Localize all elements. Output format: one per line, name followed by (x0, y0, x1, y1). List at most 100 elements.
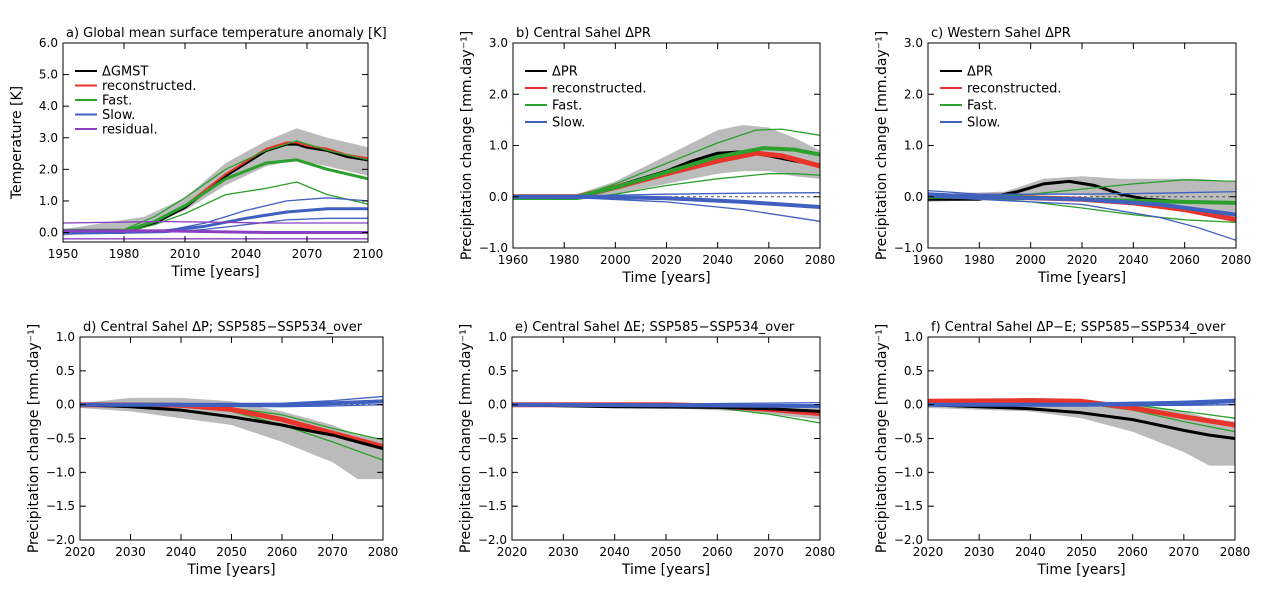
series-line-slow (80, 404, 383, 408)
x-tick-label: 1960 (498, 253, 529, 267)
y-tick-label: 3.0 (489, 36, 508, 50)
spread-band (928, 176, 1236, 220)
series-line-slow (928, 398, 1235, 405)
legend-label: reconstructed. (102, 79, 196, 94)
series-line-slow (80, 399, 383, 407)
y-tick-label: 1.0 (488, 330, 507, 344)
x-tick-label: 2050 (216, 545, 247, 559)
x-tick-label: 2070 (1169, 545, 1200, 559)
plot-frame (62, 42, 369, 243)
x-tick-label: 2100 (353, 247, 384, 261)
legend-label: Fast. (552, 99, 582, 114)
y-tick-label: 0.0 (489, 190, 508, 204)
plot-area (513, 125, 820, 222)
x-tick-label: 2070 (753, 545, 784, 559)
x-tick-label: 1950 (48, 247, 79, 261)
series-line-slow (512, 402, 820, 408)
y-tick-label: 6.0 (39, 36, 58, 50)
panel-title: b) Central Sahel ΔPR (516, 26, 651, 41)
legend-label: Slow. (967, 116, 1000, 131)
x-axis-label: Time [years] (1037, 270, 1126, 286)
x-tick-label: 1960 (913, 253, 944, 267)
x-tick-label: 2030 (548, 545, 579, 559)
panel-d: 2020 2030 2040 2050 2060 2070 2080 −2.0 −1.5 −1.0… (26, 320, 398, 578)
y-tick-label: −2.0 (46, 533, 75, 547)
y-tick-label: −0.5 (894, 432, 923, 446)
y-axis-label: Precipitation change [mm.day⁻¹] (26, 324, 42, 553)
series-line-slow (512, 401, 820, 405)
legend-label: Fast. (967, 99, 997, 114)
legend-label: ΔPR (967, 65, 993, 80)
legend: ΔPR reconstructed. Fast. Slow. (940, 65, 1061, 131)
x-tick-label: 2000 (1015, 253, 1046, 267)
y-tick-label: 0.0 (904, 190, 923, 204)
y-tick-label: −1.0 (478, 465, 507, 479)
y-tick-label: 0.0 (488, 398, 507, 412)
series-line-fast (63, 140, 368, 231)
x-tick-label: 2060 (1117, 545, 1148, 559)
y-tick-label: 1.0 (904, 139, 923, 153)
y-axis-label: Precipitation change [mm.day⁻¹] (458, 324, 474, 553)
x-tick-label: 2080 (368, 545, 399, 559)
x-tick-label: 2070 (317, 545, 348, 559)
x-tick-label: 2050 (651, 545, 682, 559)
x-axis-label: Time [years] (170, 264, 259, 280)
y-tick-label: −1.5 (46, 499, 75, 513)
x-tick-label: 2040 (702, 253, 733, 267)
x-tick-label: 2030 (115, 545, 146, 559)
x-tick-label: 2040 (231, 247, 262, 261)
series-line-slow (928, 196, 1236, 241)
series-line-slow (928, 404, 1235, 407)
panel-title: a) Global mean surface temperature anoma… (66, 26, 387, 41)
series-line-slow (63, 217, 368, 235)
panel-b: 1960 1980 2000 2020 2040 2060 2080 −1.0 0.0 1.0 2.… (459, 26, 835, 286)
legend-label: Slow. (552, 116, 585, 131)
y-axis-label: Precipitation change [mm.day⁻¹] (874, 31, 890, 260)
legend: ΔPR reconstructed. Fast. Slow. (525, 65, 646, 131)
x-tick-label: 2070 (292, 247, 323, 261)
series-line-slow (928, 399, 1235, 407)
panel-f: 2020 2030 2040 2050 2060 2070 2080 −2.0 −1.5 −1.0… (874, 320, 1250, 578)
y-tick-label: 5.0 (39, 68, 58, 82)
x-tick-label: 2050 (1066, 545, 1097, 559)
x-tick-label: 2060 (1169, 253, 1200, 267)
legend-label: Fast. (102, 94, 132, 109)
legend-label: ΔGMST (102, 65, 148, 80)
x-tick-label: 2020 (1067, 253, 1098, 267)
y-tick-label: 1.0 (489, 139, 508, 153)
x-tick-label: 2040 (599, 545, 630, 559)
x-tick-label: 2080 (805, 545, 836, 559)
y-axis-label: Precipitation change [mm.day⁻¹] (459, 31, 475, 260)
x-tick-label: 2060 (754, 253, 785, 267)
x-tick-label: 1980 (549, 253, 580, 267)
y-tick-label: −0.5 (478, 432, 507, 446)
y-tick-label: 0.5 (56, 364, 75, 378)
y-tick-label: −1.0 (479, 241, 508, 255)
x-tick-label: 2040 (166, 545, 197, 559)
y-tick-label: −0.5 (46, 432, 75, 446)
y-tick-label: 2.0 (904, 87, 923, 101)
y-tick-label: 2.0 (489, 87, 508, 101)
panel-e: 2020 2030 2040 2050 2060 2070 2080 −2.0 −1.5 −1.0… (458, 320, 835, 578)
plot-area (928, 397, 1235, 466)
y-tick-label: 1.0 (56, 330, 75, 344)
x-tick-label: 2080 (1221, 253, 1252, 267)
x-tick-label: 2020 (913, 545, 944, 559)
y-tick-label: 0.5 (904, 364, 923, 378)
y-tick-label: 3.0 (39, 131, 58, 145)
y-tick-label: −2.0 (478, 533, 507, 547)
y-axis-label: Precipitation change [mm.day⁻¹] (874, 324, 890, 553)
series-line-slow (513, 194, 820, 209)
y-tick-label: −2.0 (894, 533, 923, 547)
y-tick-label: 1.0 (904, 330, 923, 344)
plot-area (80, 395, 383, 480)
legend-label: reconstructed. (552, 82, 646, 97)
legend-label: residual. (102, 123, 158, 138)
x-axis-label: Time [years] (186, 562, 275, 578)
y-tick-label: −1.0 (894, 241, 923, 255)
y-tick-label: 0.0 (904, 398, 923, 412)
x-tick-label: 2000 (600, 253, 631, 267)
spread-band (513, 125, 820, 200)
